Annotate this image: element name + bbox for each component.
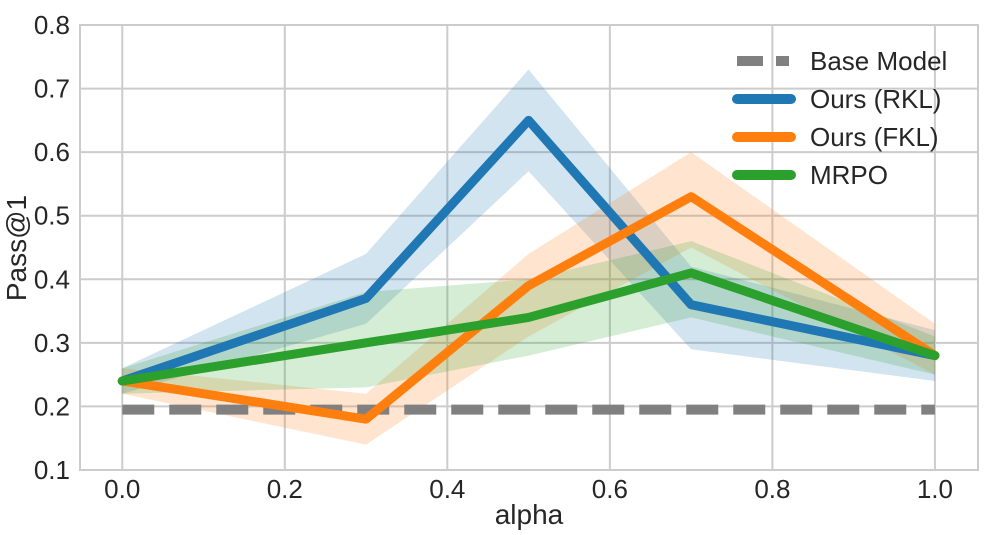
legend-item-base-model: Base Model xyxy=(737,46,947,76)
x-axis-tick-label: 0.2 xyxy=(267,474,303,504)
x-axis-tick-label: 0.6 xyxy=(592,474,628,504)
x-axis-tick-label: 0.8 xyxy=(754,474,790,504)
legend-label-base-model: Base Model xyxy=(810,46,947,76)
y-axis-tick-label: 0.8 xyxy=(34,10,70,40)
legend: Base Model Ours (RKL) Ours (FKL) MRPO xyxy=(732,46,947,190)
y-axis-tick-label: 0.1 xyxy=(34,455,70,485)
legend-item-mrpo: MRPO xyxy=(732,160,888,190)
y-axis-tick-label: 0.5 xyxy=(34,201,70,231)
y-axis-tick-label: 0.7 xyxy=(34,74,70,104)
legend-label-ours-rkl: Ours (RKL) xyxy=(810,84,941,114)
x-axis-tick-label: 0.4 xyxy=(429,474,465,504)
series-line-ours-rkl xyxy=(117,115,940,386)
x-axis-label: alpha xyxy=(495,499,564,530)
y-axis-tick-label: 0.6 xyxy=(34,137,70,167)
y-axis-label: Pass@1 xyxy=(1,195,32,301)
plot-border xyxy=(79,24,979,471)
series-line-mrpo xyxy=(117,268,940,386)
legend-label-mrpo: MRPO xyxy=(810,160,888,190)
legend-item-ours-rkl: Ours (RKL) xyxy=(732,84,941,114)
legend-item-ours-fkl: Ours (FKL) xyxy=(732,122,939,152)
y-axis-tick-label: 0.3 xyxy=(34,328,70,358)
legend-label-ours-fkl: Ours (FKL) xyxy=(810,122,939,152)
series-line-ours-fkl xyxy=(117,192,940,424)
y-axis-tick-label: 0.2 xyxy=(34,391,70,421)
x-axis-tick-label: 0.0 xyxy=(104,474,140,504)
y-axis-tick-label: 0.4 xyxy=(34,264,70,294)
x-axis-tick-label: 1.0 xyxy=(917,474,953,504)
